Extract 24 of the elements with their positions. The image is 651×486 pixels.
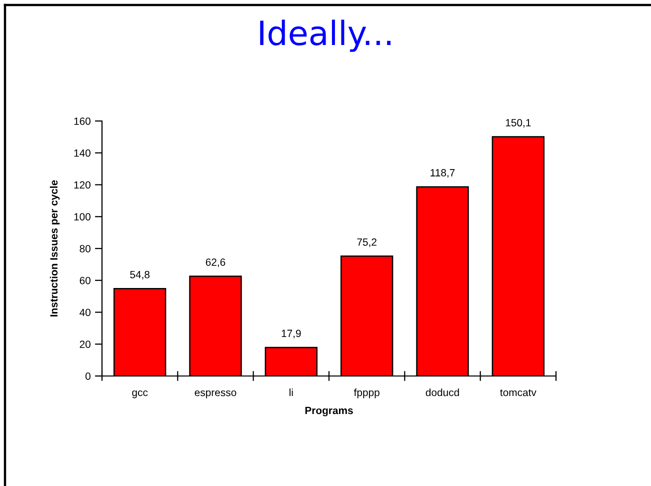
data-label: 17,9 [282, 330, 301, 338]
x-tick-label: li [290, 388, 293, 396]
x-tick-label: doducd [426, 388, 459, 396]
y-tick-label: 160 [74, 118, 90, 125]
data-label: 75,2 [357, 238, 376, 247]
y-axis-title: Instruction Issues per cycle [50, 180, 60, 316]
y-tick-label: 60 [80, 276, 90, 284]
data-label: 54,8 [130, 270, 150, 280]
y-tick-label: 80 [80, 245, 90, 252]
y-tick-label: 40 [80, 308, 90, 316]
data-label: 62,6 [206, 258, 226, 268]
y-tick-label: 140 [74, 149, 90, 157]
y-tick-label: 120 [74, 181, 90, 189]
x-tick-label: fpppp [354, 388, 380, 398]
chart-title: Ideally... [260, 20, 391, 52]
data-label: 150,1 [506, 119, 531, 128]
x-axis-title: Programs [305, 406, 353, 416]
data-label: 118,7 [430, 169, 455, 178]
y-tick-label: 100 [74, 213, 90, 220]
y-tick-label: 0 [86, 372, 90, 380]
y-tick-label: 20 [80, 340, 90, 348]
x-tick-label: espresso [194, 390, 236, 398]
x-tick-label: tomcatv [500, 389, 536, 396]
x-tick-label: gcc [132, 390, 148, 398]
